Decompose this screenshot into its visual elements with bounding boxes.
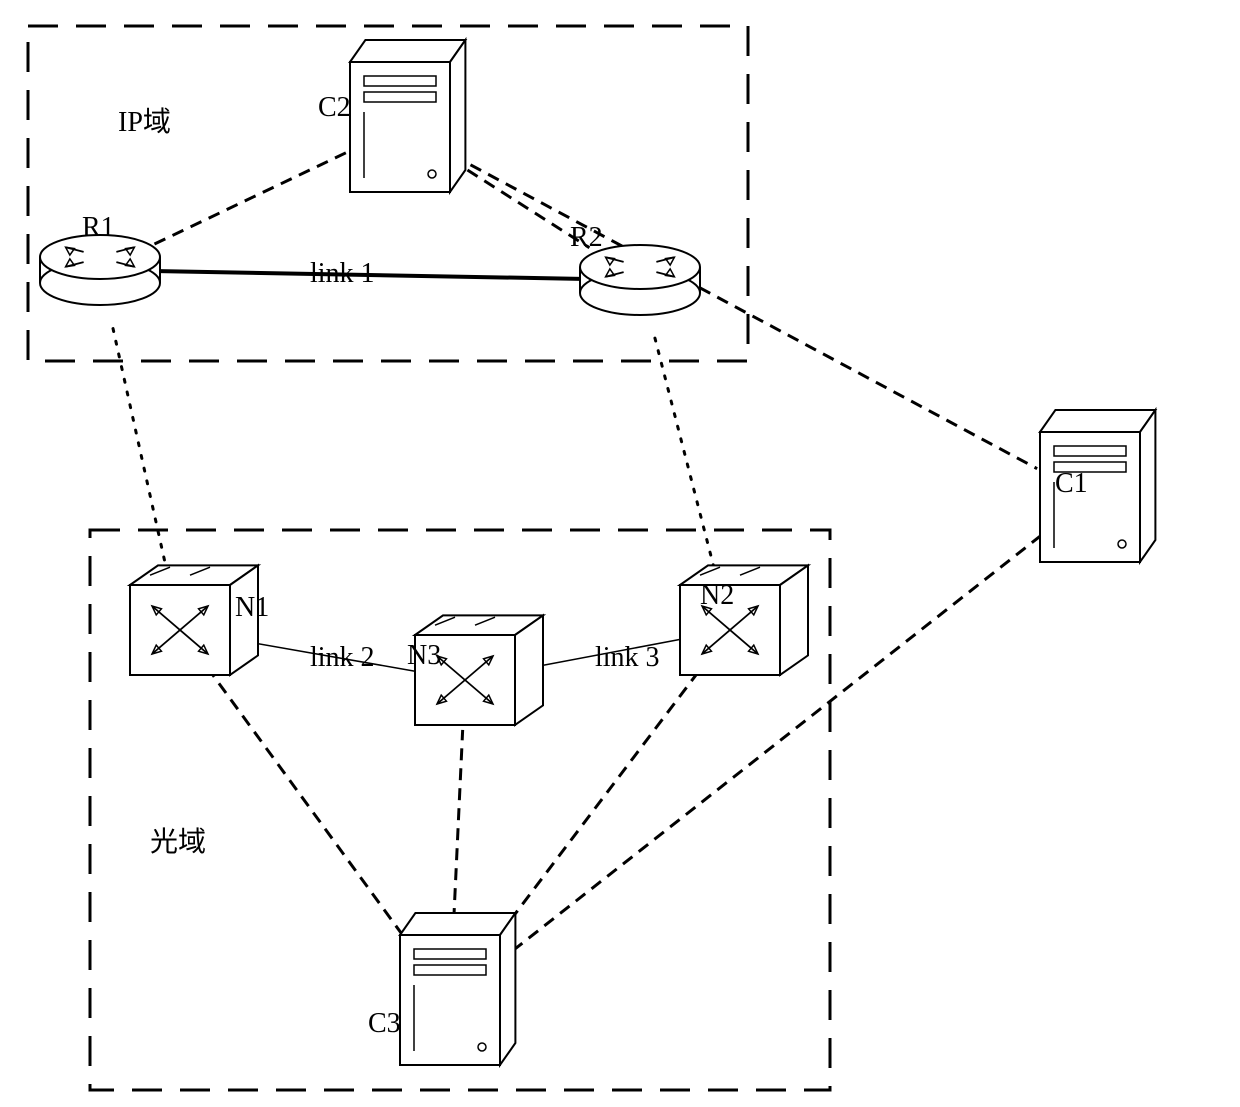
node-label-R2: R2 — [570, 222, 603, 254]
node-label-N2: N2 — [700, 580, 734, 612]
node-label-N3: N3 — [407, 640, 441, 672]
router-icon-R2 — [580, 245, 700, 315]
edge-C3-N3 — [453, 730, 463, 940]
ip-domain-label: IP域 — [118, 100, 171, 140]
edge-C2-R1 — [154, 153, 346, 244]
node-label-C3: C3 — [368, 1008, 401, 1040]
router-icon-R1 — [40, 235, 160, 305]
node-label-C1: C1 — [1055, 468, 1088, 500]
edge-R2-N2 — [655, 338, 718, 581]
edge-C2-C1 — [453, 155, 1037, 468]
server-icon-C2 — [350, 40, 465, 192]
edge-C3-N1 — [209, 670, 414, 951]
edge-C2-R2 — [451, 159, 590, 247]
optical-domain-label: 光域 — [150, 820, 206, 860]
edge-label-N1-N3: link 2 — [310, 642, 375, 674]
node-label-N1: N1 — [235, 592, 269, 624]
edge-label-N3-N2: link 3 — [595, 642, 660, 674]
svg-canvas — [0, 0, 1240, 1107]
node-label-R1: R1 — [82, 212, 115, 244]
node-label-C2: C2 — [318, 92, 351, 124]
network-diagram: IP域光域 link 1 link 2 link 3 C1 C2 C3 R1 R2 N1 N2 N3 — [0, 0, 1240, 1107]
server-icon-C3 — [400, 913, 515, 1065]
edge-label-R1-R2: link 1 — [310, 258, 375, 290]
edge-R1-N1 — [113, 329, 169, 582]
